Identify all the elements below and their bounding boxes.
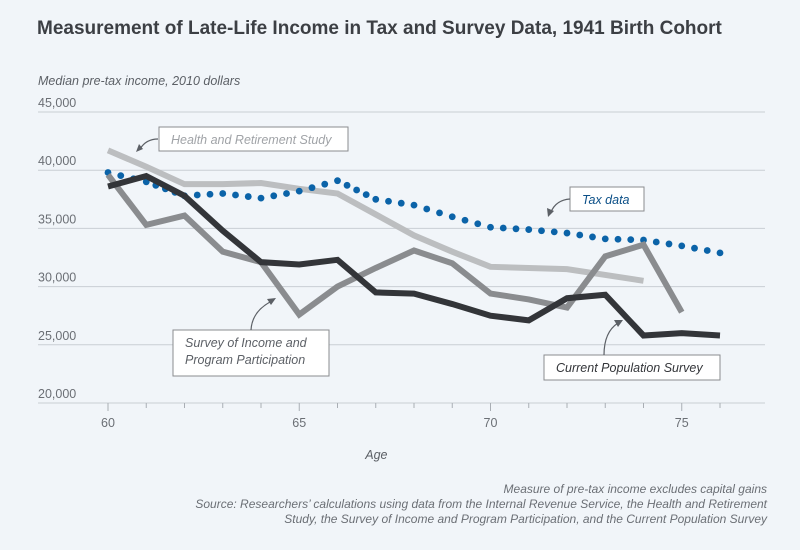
annotation-box bbox=[158, 126, 349, 152]
annotation-arrow bbox=[250, 301, 271, 331]
arrow-head-icon bbox=[547, 208, 554, 217]
annotation-box bbox=[172, 329, 330, 377]
x-tick-label: 65 bbox=[292, 416, 306, 430]
annotation-tax-data: Tax data bbox=[547, 186, 645, 217]
annotation-arrow bbox=[550, 198, 571, 213]
annotation-label: Program Participation bbox=[185, 353, 305, 367]
data-point bbox=[691, 244, 698, 252]
chart-title: Measurement of Late-Life Income in Tax a… bbox=[37, 18, 722, 39]
y-tick-label: 40,000 bbox=[38, 154, 76, 168]
data-point bbox=[678, 242, 686, 250]
series-survey-of-income-and-program-participation bbox=[105, 173, 685, 319]
annotations: Health and Retirement Study Tax data Surve… bbox=[136, 126, 721, 381]
y-tick-label: 30,000 bbox=[38, 271, 76, 285]
x-axis: 60 65 70 75 bbox=[101, 403, 721, 430]
annotation-label: Tax data bbox=[582, 193, 630, 207]
data-point bbox=[487, 223, 494, 231]
annotation-sipp: Survey of Income and Program Participatio… bbox=[172, 298, 330, 377]
annotation-arrow bbox=[139, 138, 159, 150]
arrow-head-icon bbox=[267, 298, 276, 305]
series-health-and-retirement-study bbox=[106, 147, 644, 284]
annotation-label: Health and Retirement Study bbox=[171, 133, 332, 147]
footnote: Measure of pre-tax income excludes capit… bbox=[503, 482, 767, 496]
data-point bbox=[525, 226, 533, 233]
data-point bbox=[563, 229, 571, 237]
data-point bbox=[538, 227, 545, 235]
data-point bbox=[385, 197, 392, 205]
data-point bbox=[295, 187, 303, 195]
data-point bbox=[627, 236, 635, 244]
data-point bbox=[436, 209, 443, 217]
y-tick-label: 35,000 bbox=[38, 212, 76, 226]
annotation-arrow bbox=[603, 322, 619, 356]
data-point bbox=[244, 193, 252, 200]
arrow-head-icon bbox=[614, 320, 623, 327]
data-point bbox=[257, 194, 265, 202]
x-tick-label: 60 bbox=[101, 416, 115, 430]
annotation-box bbox=[569, 186, 645, 212]
y-axis-label: Median pre-tax income, 2010 dollars bbox=[38, 74, 241, 88]
annotation-cps: Current Population Survey bbox=[543, 320, 721, 381]
data-point bbox=[270, 192, 278, 200]
arrow-head-icon bbox=[136, 144, 143, 152]
data-point bbox=[219, 190, 227, 197]
data-point bbox=[423, 205, 431, 213]
data-point bbox=[601, 235, 609, 243]
data-point bbox=[550, 228, 558, 236]
data-point bbox=[353, 186, 361, 194]
data-point bbox=[232, 191, 239, 199]
data-point bbox=[499, 224, 507, 232]
annotation-box bbox=[543, 354, 721, 381]
data-point bbox=[703, 247, 711, 254]
data-point bbox=[308, 184, 316, 192]
data-point bbox=[334, 177, 341, 185]
series-current-population-survey bbox=[107, 172, 721, 339]
data-point bbox=[461, 216, 469, 224]
data-point bbox=[193, 191, 201, 199]
data-point bbox=[652, 238, 660, 246]
data-point bbox=[117, 172, 125, 180]
x-tick-label: 70 bbox=[484, 416, 498, 430]
data-point bbox=[474, 220, 482, 228]
y-tick-label: 20,000 bbox=[38, 387, 76, 401]
y-axis-ticks: 20,000 25,000 30,000 35,000 40,000 45,000 bbox=[38, 96, 76, 401]
annotation-label: Survey of Income and bbox=[185, 336, 308, 350]
data-point bbox=[397, 199, 405, 207]
source-line-1: Source: Researchers’ calculations using … bbox=[195, 497, 767, 511]
data-point bbox=[362, 191, 370, 199]
data-point bbox=[448, 213, 456, 221]
data-point bbox=[716, 249, 724, 257]
annotation-hrs: Health and Retirement Study bbox=[136, 126, 349, 152]
data-point bbox=[576, 231, 584, 239]
data-point bbox=[665, 240, 673, 248]
data-point bbox=[283, 190, 290, 197]
data-point bbox=[614, 235, 622, 243]
x-axis-label: Age bbox=[364, 448, 387, 462]
data-point bbox=[372, 195, 380, 203]
x-tick-label: 75 bbox=[675, 416, 689, 430]
source-line-2: Study, the Survey of Income and Program … bbox=[284, 512, 767, 526]
y-tick-label: 45,000 bbox=[38, 96, 76, 110]
data-point bbox=[206, 190, 214, 198]
y-tick-label: 25,000 bbox=[38, 329, 76, 343]
chart-footer: Measure of pre-tax income excludes capit… bbox=[195, 482, 767, 527]
data-point bbox=[321, 180, 329, 188]
series-lines bbox=[104, 147, 724, 339]
data-point bbox=[410, 201, 418, 209]
annotation-label: Current Population Survey bbox=[556, 361, 703, 375]
data-point bbox=[343, 181, 351, 189]
data-point bbox=[512, 225, 520, 233]
data-point bbox=[589, 233, 596, 241]
